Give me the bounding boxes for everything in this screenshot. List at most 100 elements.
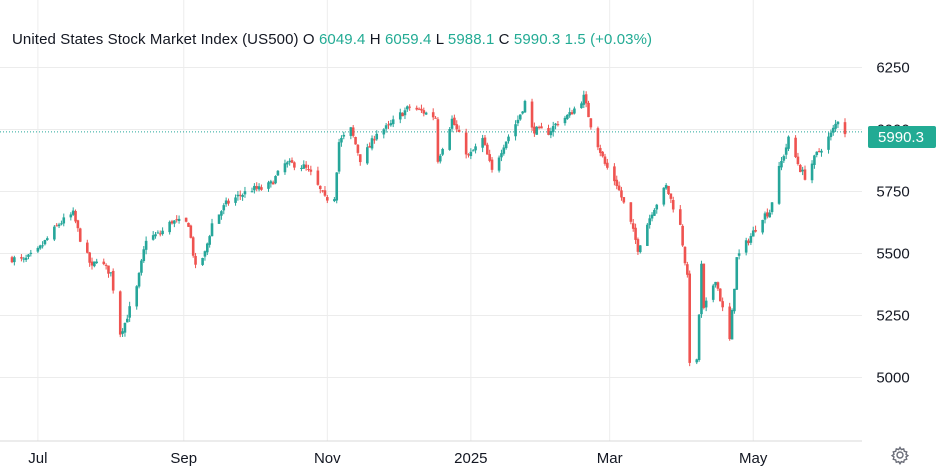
candle — [354, 136, 357, 145]
candle — [321, 190, 324, 193]
legend-high-label: H — [369, 31, 381, 48]
candle — [570, 109, 574, 115]
candle — [170, 219, 174, 225]
candle — [744, 237, 748, 256]
candle — [514, 120, 517, 141]
candle — [236, 190, 240, 201]
candle — [304, 161, 308, 171]
candle — [556, 121, 560, 127]
candle — [573, 106, 576, 115]
candle — [257, 183, 261, 192]
candle — [417, 107, 421, 111]
candle — [161, 227, 164, 236]
candle — [810, 160, 814, 184]
candle — [241, 193, 244, 201]
candle — [761, 219, 764, 235]
candle — [434, 116, 437, 119]
candle — [598, 144, 602, 157]
candle — [29, 249, 33, 257]
candle — [375, 130, 379, 141]
candle — [763, 211, 767, 224]
candle — [540, 122, 543, 129]
candle — [464, 128, 468, 159]
candle — [389, 119, 393, 127]
candle — [140, 258, 143, 276]
candle — [243, 186, 247, 198]
candle — [504, 141, 508, 150]
candle — [688, 270, 691, 367]
candle — [69, 212, 73, 221]
chart-legend: United States Stock Market Index (US500)… — [12, 31, 652, 48]
candle — [269, 179, 273, 188]
candle — [349, 126, 353, 140]
candle — [777, 161, 781, 205]
y-tick-label: 5750 — [876, 184, 909, 201]
candle — [834, 119, 837, 133]
candle — [210, 218, 214, 237]
candle — [366, 143, 369, 165]
candle — [76, 219, 80, 232]
candle — [671, 196, 675, 213]
candle — [721, 297, 724, 312]
candle — [488, 149, 491, 163]
candle — [403, 107, 407, 120]
candle — [118, 290, 122, 338]
candle — [747, 238, 750, 246]
candle — [653, 208, 656, 217]
candle — [730, 308, 734, 340]
candle — [629, 202, 633, 225]
candle — [803, 165, 807, 181]
candle — [422, 107, 426, 117]
candle — [121, 328, 124, 337]
candle — [815, 151, 819, 158]
candle — [93, 261, 96, 268]
candle — [471, 149, 475, 152]
candle — [794, 135, 797, 159]
candle — [220, 210, 223, 220]
candle — [735, 257, 739, 290]
candle — [356, 143, 360, 156]
candle — [137, 271, 141, 289]
candle — [523, 99, 527, 113]
candle — [787, 135, 790, 152]
candle — [337, 138, 341, 174]
candle — [144, 236, 148, 255]
candle — [530, 98, 534, 131]
candle — [497, 155, 501, 173]
candle — [784, 143, 788, 160]
candle — [358, 154, 362, 166]
candle — [57, 222, 61, 229]
candle — [589, 118, 593, 130]
candle — [704, 297, 708, 312]
candle — [549, 127, 553, 139]
last-price-value: 5990.3 — [878, 129, 924, 146]
candle — [274, 175, 277, 185]
candle — [831, 124, 835, 136]
candle — [173, 220, 176, 228]
candle — [801, 166, 804, 176]
candle — [286, 160, 289, 168]
candle — [507, 134, 510, 144]
candle — [728, 302, 731, 341]
candle — [483, 135, 487, 146]
candle — [300, 165, 303, 172]
candle — [535, 126, 539, 135]
legend-close-label: C — [498, 31, 510, 48]
candle — [203, 250, 207, 261]
candle — [333, 196, 336, 203]
candle — [617, 181, 621, 191]
candle — [634, 223, 637, 245]
candle — [38, 244, 42, 250]
gear-icon[interactable] — [890, 445, 910, 466]
candle — [387, 120, 390, 129]
candle — [342, 131, 346, 140]
candle — [53, 225, 56, 242]
candle — [474, 143, 477, 154]
candle — [453, 114, 456, 126]
candle — [631, 219, 635, 232]
candle — [227, 198, 230, 206]
candle — [382, 128, 386, 139]
legend-low-label: L — [435, 31, 444, 48]
